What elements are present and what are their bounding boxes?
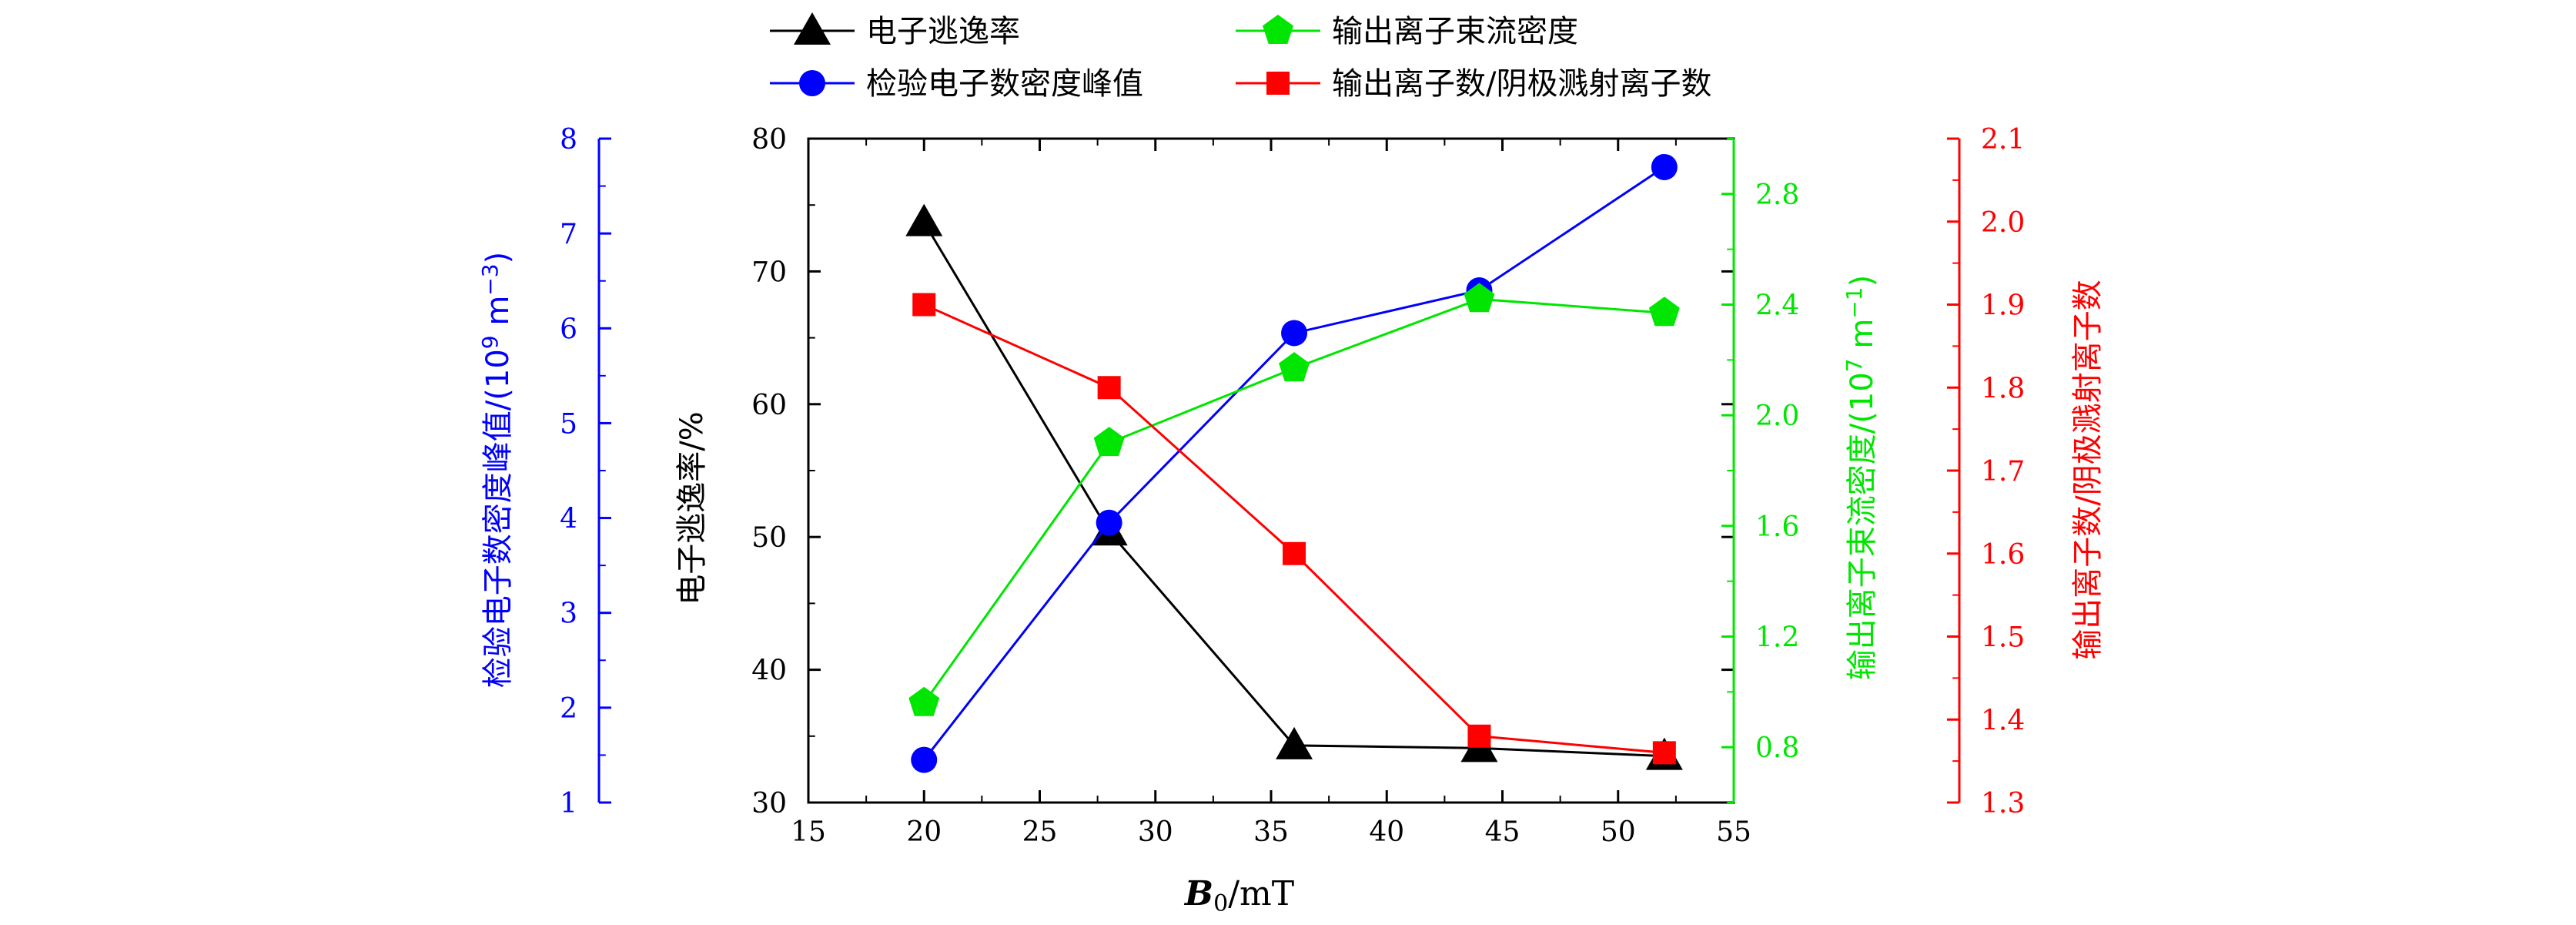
legend-label: 检验电子数密度峰值	[866, 66, 1143, 102]
red-axis-tick-label: 1.3	[1981, 788, 2025, 819]
x-axis-label-main: B	[1183, 874, 1213, 913]
data-point-ion-ratio	[912, 293, 936, 317]
data-point-electron-density	[1281, 320, 1308, 347]
legend-label: 输出离子数/阴极溅射离子数	[1332, 66, 1711, 102]
y-axis-label-ion-ratio: 输出离子数/阴极溅射离子数	[2070, 280, 2106, 659]
black-axis-tick-label: 60	[751, 390, 787, 421]
green-axis-tick-label: 0.8	[1755, 732, 1799, 764]
x-tick-label: 40	[1369, 816, 1404, 848]
series-line-escape-rate	[922, 221, 1664, 758]
x-tick-label: 45	[1485, 816, 1521, 848]
x-tick-label: 15	[791, 816, 826, 848]
blue-axis-tick-label: 1	[560, 788, 577, 819]
data-point-ion-beam-density	[1464, 283, 1495, 313]
blue-axis-tick-label: 6	[560, 313, 577, 345]
red-axis-tick-label: 1.9	[1981, 290, 2025, 322]
legend-marker	[799, 70, 825, 96]
data-point-ion-beam-density	[1648, 297, 1680, 327]
y-axis-label-electron-density: 检验电子数密度峰值/(109 m−3)	[477, 252, 516, 688]
legend-marker	[794, 12, 831, 45]
black-axis-tick-label: 50	[751, 522, 787, 554]
black-axis-tick-label: 30	[751, 788, 787, 819]
series-ion-beam-density	[908, 283, 1680, 716]
blue-axis-tick-label: 8	[560, 124, 577, 156]
black-axis-tick-label: 80	[751, 124, 787, 156]
data-point-ion-beam-density	[908, 686, 940, 716]
blue-axis-tick-label: 7	[560, 219, 577, 250]
data-point-ion-ratio	[1097, 376, 1121, 400]
x-tick-label: 55	[1716, 816, 1751, 848]
red-axis-tick-label: 1.4	[1981, 705, 2025, 736]
green-axis-tick-label: 2.0	[1755, 400, 1799, 432]
red-axis-tick-label: 2.1	[1981, 124, 2025, 156]
axes-layer: 15 20 25 30 35 40 45 50 55304050607080123456780.…	[560, 124, 2025, 848]
blue-label-main: 检验电子数密度峰值/(10	[480, 349, 516, 688]
green-axis-tick-label: 2.8	[1755, 179, 1799, 211]
blue-label-rest: m	[480, 296, 516, 336]
data-point-ion-ratio	[1283, 541, 1306, 565]
y-axis-label-escape-rate: 电子逃逸率/%	[674, 411, 710, 605]
x-axis-label: B0/mT	[1183, 874, 1294, 917]
blue-axis-tick-label: 2	[560, 693, 577, 725]
data-point-escape-rate	[905, 203, 943, 236]
green-axis-tick-label: 2.4	[1755, 290, 1799, 322]
y-axis-label-ion-beam-density: 输出离子束流密度/(107 m−1)	[1842, 275, 1880, 680]
data-point-escape-rate	[1276, 726, 1313, 759]
series-electron-density	[911, 153, 1678, 773]
green-axis-tick-label: 1.2	[1755, 622, 1799, 654]
black-axis-tick-label: 70	[751, 256, 787, 288]
series-ion-ratio	[912, 293, 1676, 765]
green-label-sup: 7	[1842, 358, 1867, 372]
green-label-end: )	[1845, 275, 1880, 287]
data-point-electron-density	[1096, 509, 1122, 536]
legend-item-ion-ratio: 输出离子数/阴极溅射离子数	[1236, 66, 1711, 102]
data-point-ion-ratio	[1652, 741, 1676, 765]
x-tick-label: 30	[1138, 816, 1173, 848]
data-point-ion-ratio	[1467, 724, 1491, 748]
red-axis-tick-label: 1.7	[1981, 456, 2025, 488]
data-point-electron-density	[911, 746, 938, 773]
x-tick-label: 20	[906, 816, 942, 848]
red-axis-tick-label: 1.6	[1981, 539, 2025, 571]
x-tick-label: 35	[1253, 816, 1289, 848]
series-line-electron-density	[923, 166, 1665, 761]
legend-marker	[1266, 72, 1290, 95]
legend-item-electron-density: 检验电子数密度峰值	[770, 66, 1143, 102]
x-axis-label-unit: /mT	[1228, 874, 1294, 913]
green-axis-tick-label: 1.6	[1755, 511, 1799, 543]
data-point-ion-beam-density	[1093, 427, 1125, 457]
plot-border	[807, 137, 1735, 804]
x-tick-label: 50	[1601, 816, 1636, 848]
blue-axis-tick-label: 5	[560, 408, 577, 440]
red-axis-tick-label: 1.5	[1981, 622, 2025, 654]
legend-item-escape-rate: 电子逃逸率	[770, 12, 1020, 49]
blue-label-sup2: −3	[477, 263, 503, 295]
legend-marker	[1263, 15, 1293, 44]
data-point-electron-density	[1651, 153, 1678, 180]
series-layer	[905, 153, 1683, 773]
green-label-rest: m	[1845, 319, 1880, 359]
x-tick-label: 25	[1022, 816, 1058, 848]
green-label-sup2: −1	[1842, 287, 1867, 318]
x-axis-label-sub: 0	[1213, 890, 1228, 917]
data-point-ion-beam-density	[1279, 352, 1310, 382]
red-axis-tick-label: 2.0	[1981, 207, 2025, 239]
legend-label: 电子逃逸率	[866, 14, 1020, 49]
red-axis-tick-label: 1.8	[1981, 373, 2025, 404]
legend-item-ion-beam-density: 输出离子束流密度	[1236, 14, 1578, 49]
blue-label-sup: 9	[477, 335, 503, 349]
blue-label-end: )	[480, 252, 516, 264]
black-axis-tick-label: 40	[751, 655, 787, 687]
series-escape-rate	[905, 203, 1683, 770]
plot-frame	[807, 137, 1735, 804]
blue-axis-tick-label: 3	[560, 598, 577, 630]
legend-label: 输出离子束流密度	[1332, 14, 1578, 49]
green-label-main: 输出离子束流密度/(10	[1845, 372, 1880, 680]
blue-axis-tick-label: 4	[560, 504, 577, 535]
